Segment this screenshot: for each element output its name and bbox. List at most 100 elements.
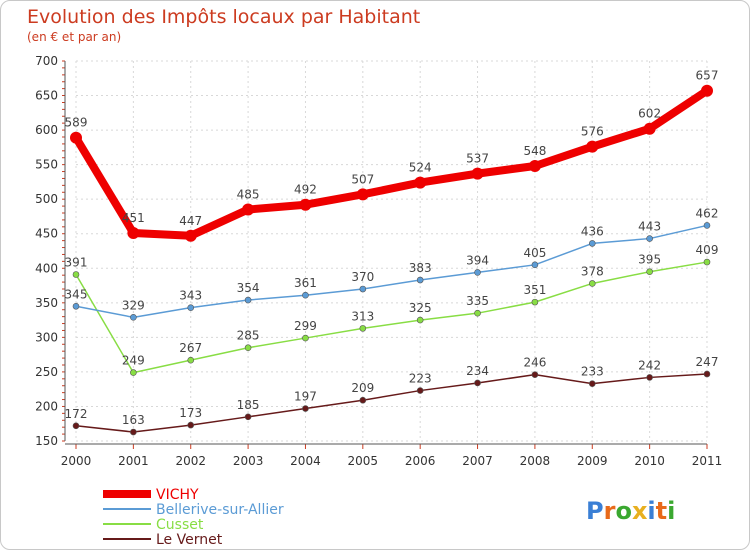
data-label: 351 [523,283,546,297]
data-point [528,160,541,173]
axes: 150 200 250 300 350 400 450 500 550 600 650 700 2000… [35,54,722,468]
series-line-le-vernet [75,373,708,433]
data-point [187,304,195,311]
data-label: 249 [122,354,145,368]
data-label: 370 [351,270,374,284]
data-point [244,296,252,304]
chart-subtitle: (en € et par an) [27,30,121,44]
data-label: 485 [237,188,260,202]
y-tick-label: 150 [35,434,58,448]
data-point [416,316,424,324]
brand-logo: Proxiti [586,497,675,525]
data-point [72,302,80,310]
data-point [474,269,481,276]
data-point [416,387,424,394]
data-point [703,370,711,378]
data-label: 589 [65,116,88,130]
data-point [187,356,195,364]
data-point [359,285,367,293]
data-label: 524 [409,161,432,175]
series-line-bellerive-sur-allier [75,224,708,319]
data-point [130,428,137,436]
data-point [471,167,484,180]
y-tick-label: 450 [35,227,58,241]
data-point [703,222,711,229]
data-point [244,344,252,352]
data-point [70,131,82,144]
data-label: 172 [65,407,88,421]
data-point [416,276,424,284]
data-label: 447 [179,214,202,228]
data-label: 299 [294,319,317,333]
legend-label: Le Vernet [156,532,223,548]
y-tick-label: 350 [35,296,58,310]
x-tick-label: 2002 [175,454,206,468]
data-label: 223 [409,372,432,386]
data-label: 354 [237,281,260,295]
data-label: 343 [179,289,202,303]
y-tick-label: 400 [35,261,58,275]
data-label: 548 [523,144,546,158]
data-point [586,140,599,153]
data-point [414,176,427,189]
data-label: 329 [122,298,145,312]
data-label: 345 [65,287,88,301]
data-point [302,405,309,412]
data-label: 234 [466,364,489,378]
data-label: 246 [523,356,546,370]
data-point [588,380,596,387]
x-tick-label: 2011 [692,454,723,468]
y-tick-label: 300 [35,330,58,344]
data-label: 395 [638,253,661,267]
data-point [474,379,481,387]
data-label: 242 [638,358,661,372]
data-point [646,268,653,276]
x-tick-label: 2000 [61,454,92,468]
data-label: 285 [237,329,260,343]
grid [75,60,708,442]
data-label: 409 [696,243,719,257]
legend-label: Bellerive-sur-Allier [156,502,284,518]
series-line-vichy [72,86,711,240]
data-point [588,280,596,287]
data-label: 378 [581,264,604,278]
data-point [302,334,309,342]
y-tick-label: 650 [35,89,58,103]
y-tick-label: 600 [35,123,58,137]
data-point [531,261,539,269]
data-label: 436 [581,224,604,238]
x-tick-label: 2004 [290,454,321,468]
data-label: 233 [581,365,604,379]
x-tick-label: 2009 [577,454,608,468]
x-tick-label: 2005 [348,454,379,468]
legend-label: Cusset [156,517,204,533]
data-point [588,240,596,247]
data-label: 313 [351,309,374,323]
data-label: 602 [638,107,661,121]
series-line-cusset [75,261,708,374]
data-label: 391 [65,255,88,269]
x-tick-label: 2001 [118,454,149,468]
data-point [299,198,312,211]
data-point [72,271,80,278]
data-point [187,421,195,429]
data-point [646,235,653,242]
legend-label: VICHY [156,487,199,503]
data-label: 451 [122,211,145,225]
data-point [242,203,255,216]
data-label: 173 [179,406,202,420]
data-label: 361 [294,276,317,290]
data-label: 462 [696,206,719,220]
data-label: 163 [122,413,145,427]
data-label: 394 [466,253,489,267]
data-label: 576 [581,125,604,139]
data-point [130,369,137,376]
x-tick-label: 2008 [520,454,551,468]
y-tick-label: 550 [35,158,58,172]
data-point [703,258,711,266]
data-label: 325 [409,301,432,315]
data-point [184,229,197,242]
